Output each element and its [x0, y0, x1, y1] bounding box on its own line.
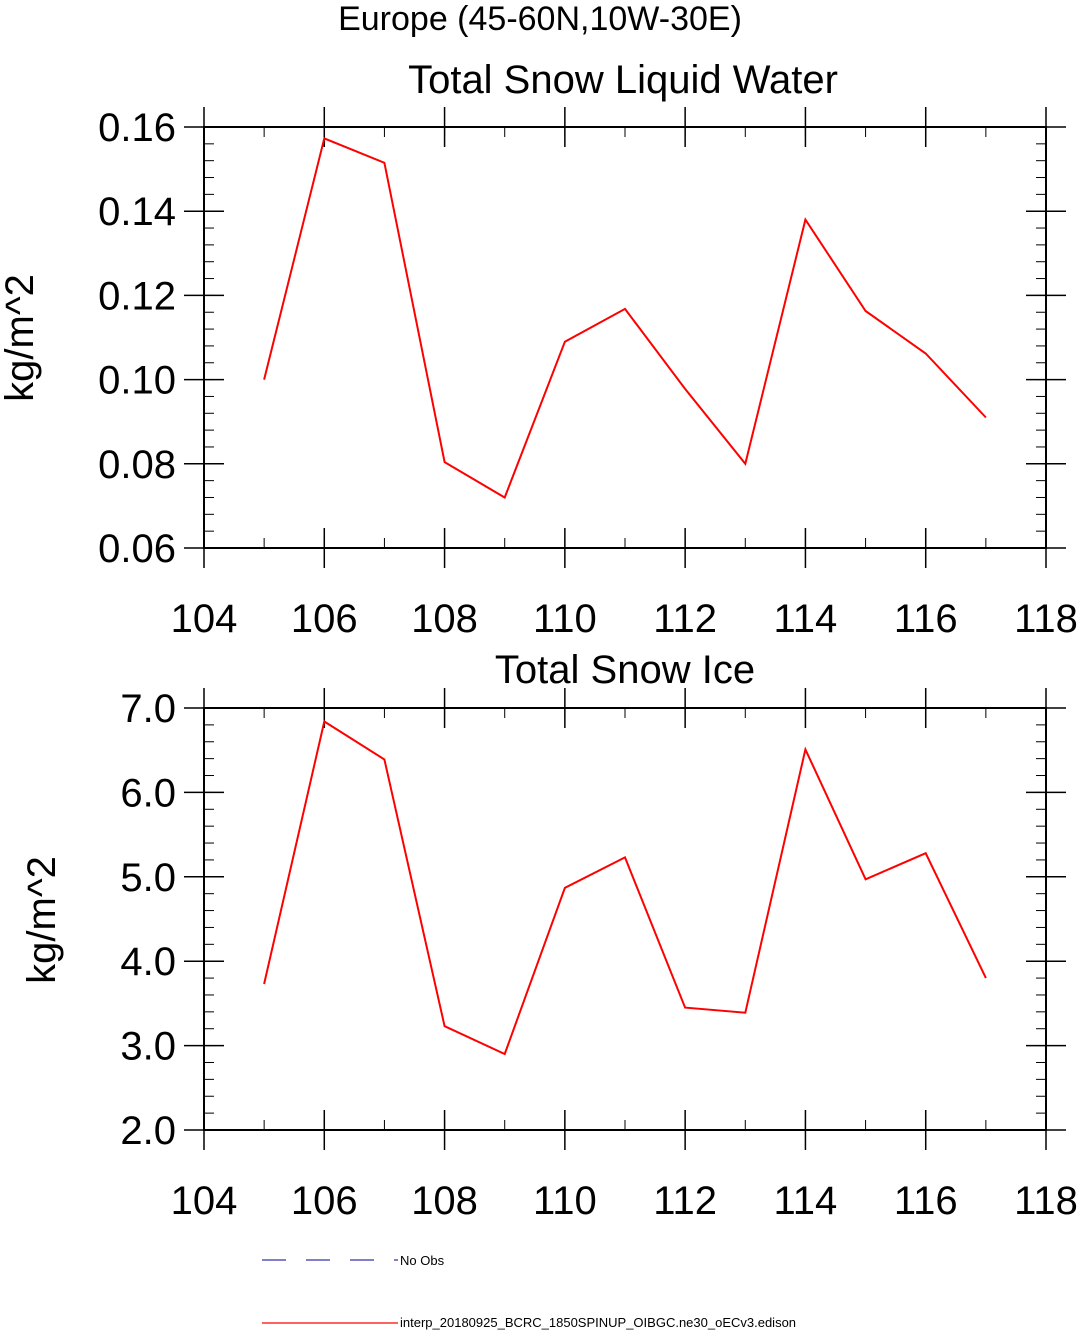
- x-tick-label: 108: [411, 1179, 478, 1223]
- x-tick-label: 104: [171, 1179, 238, 1223]
- chart-title: Total Snow Liquid Water: [408, 58, 838, 102]
- y-tick-label: 4.0: [120, 940, 176, 984]
- legend-label-no-obs: No Obs: [400, 1253, 445, 1268]
- x-tick-label: 106: [291, 597, 358, 641]
- x-tick-label: 112: [653, 1179, 717, 1223]
- y-tick-label: 2.0: [120, 1109, 176, 1153]
- y-tick-label: 0.10: [98, 359, 176, 403]
- x-tick-label: 108: [411, 597, 478, 641]
- y-tick-label: 7.0: [120, 687, 176, 731]
- x-tick-label: 110: [533, 597, 597, 641]
- x-tick-label: 104: [171, 597, 238, 641]
- plot-frame: [203, 126, 1047, 549]
- x-tick-label: 116: [894, 1179, 958, 1223]
- y-tick-label: 5.0: [120, 856, 176, 900]
- x-tick-label: 116: [894, 597, 958, 641]
- chart-panel-snow-liquid-water: Total Snow Liquid Water kg/m^2 0.06 0.08 0…: [0, 58, 1078, 641]
- chart-panel-snow-ice: Total Snow Ice kg/m^2 2.0 3.0 4.0 5.0 6.0 7.0…: [20, 648, 1078, 1223]
- x-tick-label: 112: [653, 597, 717, 641]
- legend: No Obs interp_20180925_BCRC_1850SPINUP_O…: [262, 1253, 796, 1330]
- y-tick-label: 0.06: [98, 527, 176, 571]
- x-tick-label: 110: [533, 1179, 597, 1223]
- y-axis-label: kg/m^2: [0, 274, 42, 402]
- series-line: [263, 137, 987, 499]
- plot-frame: [203, 707, 1047, 1131]
- x-tick-label: 118: [1014, 1179, 1078, 1223]
- x-tick-label: 114: [774, 597, 838, 641]
- y-tick-label: 0.16: [98, 106, 176, 150]
- y-tick-label: 0.08: [98, 443, 176, 487]
- x-tick-label: 114: [774, 1179, 838, 1223]
- page-title: Europe (45-60N,10W-30E): [338, 0, 742, 38]
- x-tick-label: 118: [1014, 597, 1078, 641]
- legend-label-model: interp_20180925_BCRC_1850SPINUP_OIBGC.ne…: [400, 1315, 796, 1330]
- x-tick-label: 106: [291, 1179, 358, 1223]
- y-axis-label: kg/m^2: [20, 856, 64, 984]
- y-tick-label: 0.12: [98, 274, 176, 318]
- chart-title: Total Snow Ice: [495, 648, 755, 692]
- y-tick-label: 0.14: [98, 190, 176, 234]
- series-line: [263, 719, 987, 1056]
- y-tick-label: 3.0: [120, 1025, 176, 1069]
- y-tick-label: 6.0: [120, 771, 176, 815]
